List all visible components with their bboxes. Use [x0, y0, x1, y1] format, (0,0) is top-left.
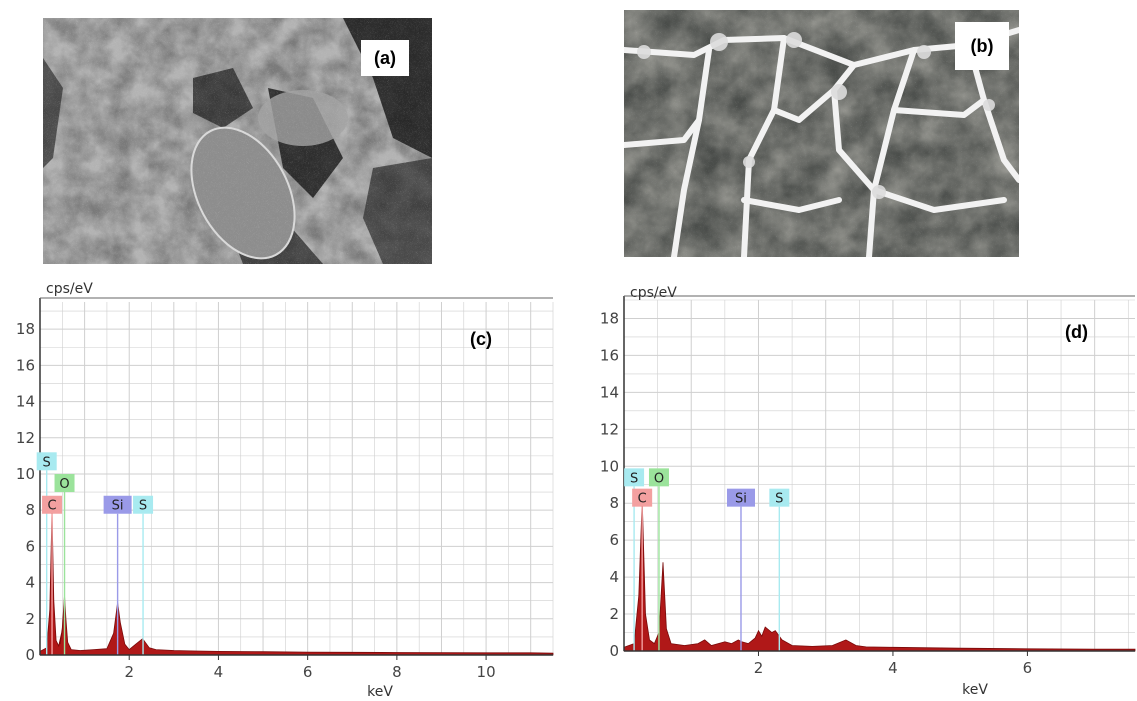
c-element-label: S	[139, 499, 147, 514]
c-xtick-label: 10	[477, 663, 496, 681]
c-element-label: O	[59, 477, 69, 492]
c-element-label: S	[43, 455, 51, 470]
panel-label-a: (a)	[361, 40, 409, 76]
c-xtick-label: 2	[124, 663, 134, 681]
d-element-label: O	[654, 471, 664, 486]
d-ytick-label: 18	[600, 309, 619, 327]
d-spectrum-area	[623, 499, 1136, 652]
d-ytick-label: 6	[609, 531, 619, 549]
chart-d-tick-labels: 0 2 4 6 8 10 12 14 16 18 2 4 6	[600, 309, 1032, 677]
c-ytick-label: 14	[16, 393, 35, 411]
chart-c-element-labels: SOC Si S	[36, 452, 154, 514]
c-xtick-label: 8	[392, 663, 402, 681]
d-element-badge	[726, 488, 755, 507]
chart-c-xlabel: keV	[367, 684, 393, 700]
chart-c-ylabel: cps/eV	[46, 281, 93, 297]
c-ytick-label: 0	[25, 646, 35, 664]
c-element-badge	[133, 495, 154, 514]
d-element-badge	[624, 468, 645, 487]
c-ytick-label: 16	[16, 356, 35, 374]
c-ytick-label: 10	[16, 465, 35, 483]
chart-c-grid	[39, 302, 554, 656]
panel-label-b: (b)	[955, 22, 1009, 70]
d-ytick-label: 4	[609, 568, 619, 586]
d-ytick-label: 0	[609, 642, 619, 660]
chart-c-panel-label: (c)	[470, 329, 492, 349]
c-ytick-label: 12	[16, 429, 35, 447]
d-ytick-label: 16	[600, 346, 619, 364]
c-ytick-label: 6	[25, 537, 35, 555]
chart-d-spectrum	[623, 499, 1136, 652]
d-ytick-label: 10	[600, 457, 619, 475]
chart-d-panel-label: (d)	[1065, 322, 1088, 342]
d-ytick-label: 2	[609, 605, 619, 623]
chart-c-tick-labels: 0 2 4 6 8 10 12 14 16 18 2 4 6 8 10	[16, 320, 496, 681]
c-element-badge	[103, 495, 132, 514]
d-element-label: S	[775, 492, 783, 507]
c-ytick-label: 4	[25, 574, 35, 592]
c-xtick-label: 6	[303, 663, 313, 681]
c-ytick-label: 8	[25, 501, 35, 519]
c-ytick-label: 18	[16, 320, 35, 338]
chart-d-axes	[623, 295, 1135, 656]
chart-d-element-lines	[633, 486, 781, 651]
chart-d-element-labels: S OC Si S	[624, 468, 790, 507]
d-element-label: S	[630, 471, 638, 486]
c-ytick-label: 2	[25, 610, 35, 628]
d-element-label: Si	[735, 492, 747, 507]
chart-d-ylabel: cps/eV	[630, 285, 677, 301]
chart-c-axes	[39, 297, 553, 660]
d-element-badge	[769, 488, 790, 507]
d-xtick-label: 4	[888, 659, 898, 677]
chart-c-element-lines	[45, 470, 144, 655]
d-element-badge	[632, 488, 653, 507]
c-element-badge	[36, 452, 57, 471]
c-element-label: C	[48, 499, 57, 514]
chart-d-grid	[623, 299, 1135, 652]
d-xtick-label: 2	[754, 659, 764, 677]
d-element-badge	[648, 468, 669, 487]
c-element-badge	[54, 474, 75, 493]
d-xtick-label: 6	[1023, 659, 1033, 677]
d-element-label: C	[638, 492, 647, 507]
sem-image-b: (b)	[624, 10, 1019, 257]
chart-c-spectrum	[39, 510, 554, 656]
sem-image-a: (a)	[43, 18, 432, 264]
chart-d-xlabel: keV	[962, 682, 988, 698]
d-ytick-label: 8	[609, 494, 619, 512]
d-ytick-label: 14	[600, 383, 619, 401]
c-element-label: Si	[112, 499, 124, 514]
c-spectrum-area	[39, 510, 554, 656]
c-element-badge	[42, 495, 63, 514]
d-ytick-label: 12	[600, 420, 619, 438]
c-xtick-label: 4	[214, 663, 224, 681]
